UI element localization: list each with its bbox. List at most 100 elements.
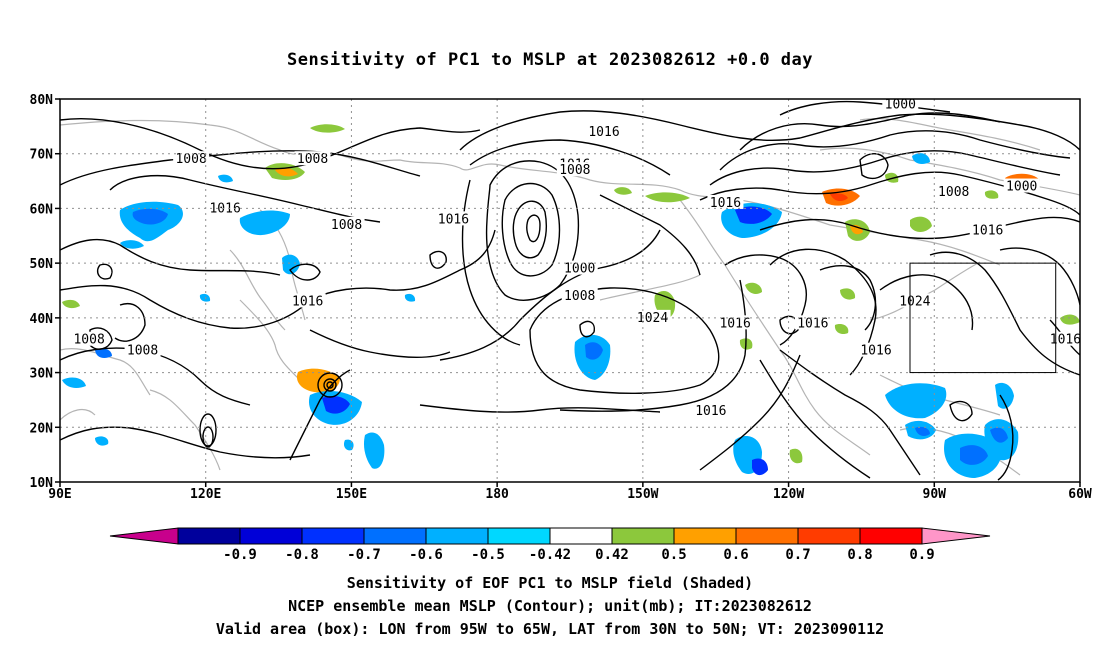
contour-label-bg	[561, 287, 598, 302]
contour-label-bg	[692, 402, 729, 417]
contour-label-bg	[586, 123, 622, 138]
lat-tick-label: 80N	[30, 93, 54, 108]
lon-tick-label: 120E	[190, 487, 221, 502]
colorbar-swatch	[363, 527, 427, 545]
contour-label-bg	[173, 151, 210, 166]
colorbar-swatch	[301, 527, 365, 545]
colorbar-swatch	[611, 527, 675, 545]
colorbar-swatch	[859, 527, 923, 545]
colorbar-label: 0.6	[723, 547, 748, 563]
contour-label: 1024	[899, 294, 930, 309]
contour-label-bg	[882, 96, 919, 111]
colorbar: -0.9 -0.8 -0.7 -0.6 -0.5 -0.42 0.42 0.5 0.6 0.7 0.…	[109, 527, 991, 563]
contour-label-bg	[1003, 178, 1040, 193]
colorbar-label: -0.7	[347, 547, 381, 563]
contour-label-bg	[935, 184, 972, 199]
colorbar-label: -0.8	[285, 547, 319, 563]
contour-label-bg	[634, 309, 671, 324]
contour-label: 1008	[331, 218, 362, 233]
graticule	[60, 99, 1080, 482]
colorbar-label: -0.42	[529, 547, 571, 563]
colorbar-over-triangle	[921, 527, 991, 545]
colorbar-label: 0.42	[595, 547, 629, 563]
caption-valid-area: Valid area (box): LON from 95W to 65W, L…	[215, 620, 885, 638]
colorbar-swatch	[425, 527, 489, 545]
lon-tick-label: 90E	[48, 487, 71, 502]
contour-label: 1008	[297, 152, 328, 167]
contour-label-bg	[1047, 331, 1084, 346]
colorbar-label: -0.5	[471, 547, 505, 563]
colorbar-swatch	[549, 527, 613, 545]
contour-label-bg	[969, 222, 1006, 237]
lon-tick-label: 150E	[336, 487, 367, 502]
caption-shaded: Sensitivity of EOF PC1 to MSLP field (Sh…	[346, 574, 754, 592]
lon-tick-label: 180	[485, 487, 509, 502]
contour-label: 1016	[972, 223, 1003, 238]
contour-label-bg	[794, 315, 831, 330]
colorbar-label: -0.6	[409, 547, 443, 563]
contour-label: 1024	[637, 311, 668, 326]
latitude-axis: 10N 20N 30N 40N 50N 60N 70N 80N	[30, 93, 60, 491]
contour-label-bg	[707, 194, 744, 209]
longitude-axis: 90E 120E 150E 180 150W 120W 90W 60W	[48, 482, 1092, 502]
lat-tick-label: 20N	[30, 421, 54, 436]
contour-label: 1016	[860, 344, 891, 359]
contour-label-bg	[858, 342, 894, 357]
lat-tick-label: 50N	[30, 257, 54, 272]
figure-title: Sensitivity of PC1 to MSLP at 2023082612…	[286, 50, 813, 70]
contour-label: 1008	[175, 152, 206, 167]
colorbar-swatch	[735, 527, 799, 545]
contour-labels: 1016 1000 1008 1008 1016 1008 1016 1008 1016 1016…	[71, 96, 1084, 419]
contour-label: 1016	[719, 316, 750, 331]
colorbar-label: 0.7	[785, 547, 810, 563]
contour-label: 1008	[73, 333, 104, 348]
colorbar-label: 0.9	[909, 547, 934, 563]
colorbar-swatch	[797, 527, 861, 545]
contour-label: 1016	[209, 201, 240, 216]
lat-tick-label: 30N	[30, 367, 54, 382]
lon-tick-label: 60W	[1068, 487, 1092, 502]
colorbar-swatch	[239, 527, 303, 545]
lat-tick-label: 10N	[30, 476, 54, 491]
valid-area-box	[909, 262, 1057, 374]
contour-label-bg	[71, 331, 108, 346]
contour-label: 1016	[797, 316, 828, 331]
contour-label-bg	[207, 200, 244, 215]
contour-label-bg	[561, 260, 598, 275]
contour-label: 1008	[559, 163, 590, 178]
contour-label-bg	[328, 216, 365, 231]
contour-label-bg	[896, 293, 933, 308]
lon-tick-label: 90W	[923, 487, 947, 502]
contour-label-bg	[435, 211, 472, 226]
lon-tick-label: 120W	[773, 487, 804, 502]
colorbar-label: 0.8	[847, 547, 872, 563]
contour-label: 1008	[564, 289, 595, 304]
contour-label: 1016	[588, 125, 619, 140]
contour-label: 1000	[1006, 180, 1037, 195]
contour-label-bg	[717, 315, 754, 330]
lon-tick-label: 150W	[627, 487, 658, 502]
lat-tick-label: 40N	[30, 312, 54, 327]
caption-contour: NCEP ensemble mean MSLP (Contour); unit(…	[288, 597, 812, 615]
map-frame	[59, 98, 1081, 483]
contour-label: 1016	[438, 212, 469, 227]
contour-label: 1016	[710, 196, 741, 211]
colorbar-label: -0.9	[223, 547, 257, 563]
contour-label: 1000	[885, 97, 916, 112]
lat-tick-label: 70N	[30, 148, 54, 163]
contour-label-bg	[556, 162, 593, 177]
contour-label-bg	[289, 293, 326, 308]
contour-label: 1008	[127, 344, 158, 359]
contour-label-bg	[124, 342, 161, 357]
contour-label: 1008	[938, 185, 969, 200]
colorbar-label: 0.5	[661, 547, 686, 563]
contour-label: 1000	[564, 262, 595, 277]
lat-tick-label: 60N	[30, 202, 54, 217]
colorbar-swatch	[487, 527, 551, 545]
contour-label-bg	[294, 151, 331, 166]
colorbar-swatch	[177, 527, 241, 545]
contour-label: 1016	[292, 294, 323, 309]
contour-label: 1016	[695, 404, 726, 419]
colorbar-under-triangle	[109, 527, 179, 545]
